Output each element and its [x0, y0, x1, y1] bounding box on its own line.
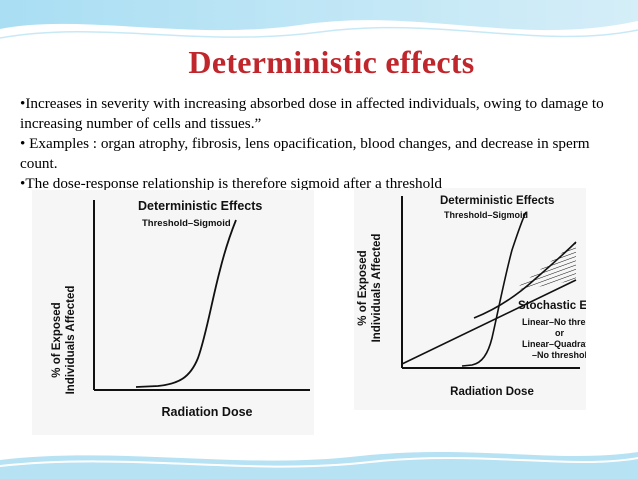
stochastic-label: –No threshold — [532, 350, 586, 360]
y-axis-label: % of Exposed — [51, 302, 63, 377]
right-dose-response-plot: % of Exposed Individuals Affected Radiat… — [354, 188, 586, 410]
plot-title: Deterministic Effects — [138, 199, 262, 213]
x-axis-label: Radiation Dose — [162, 405, 253, 419]
bottom-wave-band — [0, 452, 638, 479]
bullet-item: •Increases in severity with increasing a… — [20, 95, 604, 132]
bullet-list: •Increases in severity with increasing a… — [20, 94, 624, 194]
slide-title: Deterministic effects — [188, 44, 475, 80]
stochastic-label: Linear–Quadratic — [522, 339, 586, 349]
stochastic-title: Stochastic Effects — [518, 300, 586, 312]
stochastic-label: Linear–No threshold — [522, 317, 586, 327]
y-axis-label: Individuals Affected — [65, 286, 77, 395]
y-axis-label: Individuals Affected — [371, 234, 383, 343]
threshold-sigmoid-curve — [135, 219, 237, 388]
left-dose-response-plot: % of Exposed Individuals Affected Radiat… — [32, 190, 314, 435]
bullet-item: •The dose-response relationship is there… — [20, 175, 443, 192]
top-wave-band — [0, 0, 638, 58]
y-axis-label: % of Exposed — [357, 250, 369, 325]
plot-title: Deterministic Effects — [440, 195, 554, 207]
bullet-item: • Examples : organ atrophy, fibrosis, le… — [20, 135, 590, 172]
plot-subtitle: Threshold–Sigmoid — [142, 218, 231, 229]
x-axis-label: Radiation Dose — [450, 386, 534, 398]
linear-no-threshold-line — [401, 279, 577, 365]
threshold-sigmoid-curve — [461, 211, 527, 367]
linear-quadratic-curve — [473, 241, 577, 319]
plot-subtitle: Threshold–Sigmoid — [444, 210, 528, 220]
stochastic-label: or — [555, 328, 564, 338]
stochastic-hatched-region — [514, 242, 576, 290]
